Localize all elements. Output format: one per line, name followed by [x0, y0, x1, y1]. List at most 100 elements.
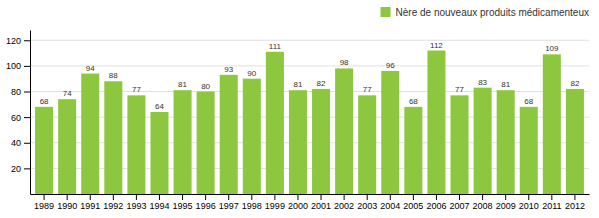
chart: 20 40 60 80 100 120 19891990199119921993199419…	[0, 0, 599, 218]
bar	[404, 107, 422, 194]
x-tick: 1997	[219, 194, 239, 211]
x-axis: 1989199019911992199319941995199619971998…	[31, 194, 590, 211]
bar	[520, 107, 538, 194]
x-tick-label: 1992	[103, 201, 123, 211]
legend-item: Nère de nouveaux produits médicamenteux	[381, 7, 589, 18]
x-tick-label: 2007	[450, 201, 470, 211]
x-tick-mark	[436, 194, 437, 200]
data-label: 74	[63, 89, 72, 98]
x-tick-label: 1999	[265, 201, 285, 211]
bar	[474, 88, 492, 194]
bar	[104, 81, 122, 194]
data-label: 64	[155, 102, 164, 111]
x-tick-mark	[274, 194, 275, 200]
x-tick: 1989	[34, 194, 54, 211]
bar	[381, 71, 399, 194]
data-label: 88	[109, 71, 118, 80]
bar	[150, 112, 168, 194]
bar	[58, 99, 76, 194]
data-label: 83	[478, 78, 487, 87]
x-tick: 2002	[334, 194, 354, 211]
data-label: 98	[340, 58, 349, 67]
x-tick-label: 2009	[496, 201, 516, 211]
x-tick-mark	[182, 194, 183, 200]
y-tick-mark	[24, 92, 30, 93]
bar	[358, 95, 376, 194]
data-label: 81	[294, 80, 303, 89]
x-tick-label: 1997	[219, 201, 239, 211]
data-label: 109	[545, 44, 559, 53]
x-tick-mark	[459, 194, 460, 200]
x-tick-mark	[228, 194, 229, 200]
data-label: 90	[247, 69, 256, 78]
grid-line	[30, 40, 589, 41]
x-tick: 1998	[242, 194, 262, 211]
x-tick-mark	[505, 194, 506, 200]
data-label: 112	[430, 41, 443, 50]
y-tick: 80	[11, 87, 30, 97]
bar	[566, 89, 584, 194]
data-label: 82	[317, 79, 326, 88]
y-tick-label: 40	[11, 138, 21, 148]
x-tick-mark	[90, 194, 91, 200]
x-tick: 2001	[311, 194, 331, 211]
data-label: 94	[86, 64, 95, 73]
data-label: 68	[409, 97, 418, 106]
x-tick-label: 2012	[565, 201, 585, 211]
bar	[451, 95, 469, 194]
data-label: 96	[386, 61, 395, 70]
x-tick-label: 2008	[473, 201, 493, 211]
bars	[35, 51, 584, 195]
x-tick-mark	[159, 194, 160, 200]
x-tick-label: 2005	[403, 201, 423, 211]
x-tick-label: 1989	[34, 201, 54, 211]
bar	[335, 68, 353, 194]
x-tick: 2008	[473, 194, 493, 211]
bar	[174, 90, 192, 194]
y-tick: 100	[6, 61, 30, 71]
x-tick-mark	[390, 194, 391, 200]
x-tick-label: 2001	[311, 201, 331, 211]
x-tick-mark	[482, 194, 483, 200]
x-tick-mark	[251, 194, 252, 200]
x-tick-mark	[344, 194, 345, 200]
y-tick-mark	[24, 66, 30, 67]
data-label: 93	[224, 65, 233, 74]
x-tick: 1993	[126, 194, 146, 211]
data-label: 77	[455, 85, 464, 94]
x-tick: 2007	[450, 194, 470, 211]
x-tick: 2009	[496, 194, 516, 211]
bar	[266, 52, 284, 194]
x-tick-label: 1993	[126, 201, 146, 211]
data-label: 68	[40, 97, 49, 106]
x-tick: 2006	[426, 194, 446, 211]
y-tick: 20	[11, 164, 30, 174]
x-tick: 1991	[80, 194, 100, 211]
plot: 20 40 60 80 100 120 19891990199119921993199419…	[6, 31, 590, 212]
y-tick-label: 120	[6, 36, 21, 46]
x-tick-mark	[413, 194, 414, 200]
x-tick: 1995	[173, 194, 193, 211]
bar	[497, 90, 515, 194]
y-tick-mark	[24, 143, 30, 144]
x-tick: 1990	[57, 194, 77, 211]
data-label: 82	[570, 79, 579, 88]
data-label: 111	[269, 42, 282, 51]
x-tick-label: 2006	[426, 201, 446, 211]
x-tick-mark	[551, 194, 552, 200]
bar	[289, 90, 307, 194]
x-tick: 2010	[519, 194, 539, 211]
x-tick: 2005	[403, 194, 423, 211]
bar	[312, 89, 330, 194]
x-tick-label: 1998	[242, 201, 262, 211]
y-tick-label: 80	[11, 87, 21, 97]
x-tick-label: 2004	[380, 201, 400, 211]
x-tick: 2000	[288, 194, 308, 211]
y-tick-label: 60	[11, 113, 21, 123]
y-axis: 20 40 60 80 100 120	[6, 31, 31, 195]
x-tick-mark	[528, 194, 529, 200]
data-label: 80	[201, 82, 210, 91]
y-tick-mark	[24, 168, 30, 169]
x-tick-label: 1996	[196, 201, 216, 211]
y-tick-mark	[24, 40, 30, 41]
